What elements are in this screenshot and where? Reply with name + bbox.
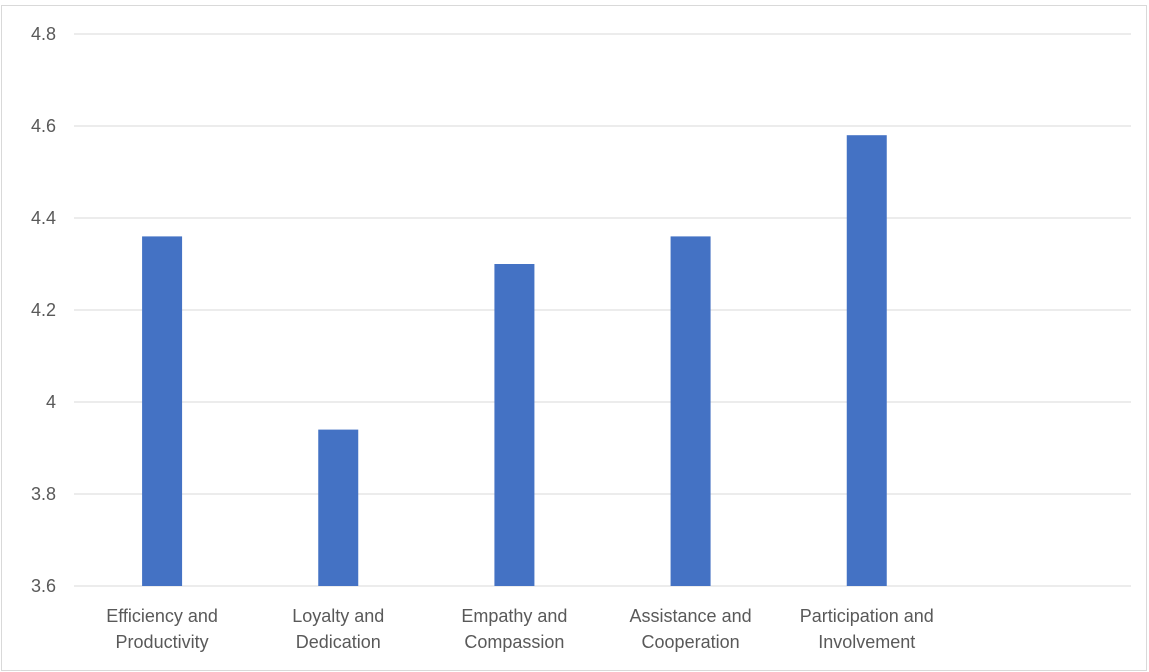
x-tick-label: Compassion [464, 632, 564, 652]
bar [670, 236, 711, 586]
y-tick-label: 3.6 [31, 576, 56, 596]
bar [318, 429, 359, 586]
y-tick-label: 4.4 [31, 208, 56, 228]
y-tick-label: 3.8 [31, 484, 56, 504]
bar [846, 135, 887, 586]
x-tick-label: Involvement [818, 632, 915, 652]
y-tick-label: 4.8 [31, 24, 56, 44]
x-tick-label: Loyalty and [292, 606, 384, 626]
chart-frame [1, 5, 1147, 671]
x-tick-label: Dedication [296, 632, 381, 652]
y-tick-label: 4.6 [31, 116, 56, 136]
x-tick-label: Assistance and [630, 606, 752, 626]
y-tick-label: 4.2 [31, 300, 56, 320]
x-tick-label: Productivity [116, 632, 209, 652]
x-tick-label: Participation and [800, 606, 934, 626]
bar [494, 264, 535, 586]
x-tick-label: Empathy and [461, 606, 567, 626]
y-tick-label: 4 [46, 392, 56, 412]
bar [142, 236, 183, 586]
x-tick-label: Cooperation [642, 632, 740, 652]
x-tick-label: Efficiency and [106, 606, 218, 626]
